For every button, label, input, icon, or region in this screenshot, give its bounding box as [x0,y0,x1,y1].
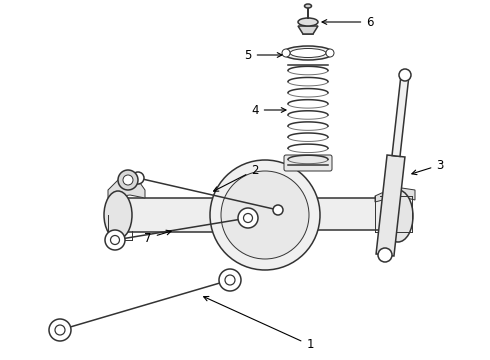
Polygon shape [108,180,145,198]
Ellipse shape [283,46,333,60]
Circle shape [221,171,309,259]
Ellipse shape [104,191,132,239]
Circle shape [219,269,241,291]
Polygon shape [375,187,415,202]
Circle shape [282,49,290,57]
Polygon shape [376,155,405,256]
Circle shape [210,160,320,270]
Circle shape [326,49,334,57]
Text: 7: 7 [144,230,171,244]
Circle shape [123,175,133,185]
Text: 6: 6 [322,15,374,28]
Text: 2: 2 [214,163,259,191]
FancyBboxPatch shape [118,198,222,232]
Circle shape [244,213,252,222]
Text: 3: 3 [412,158,443,175]
Ellipse shape [290,49,326,58]
Text: 4: 4 [251,104,286,117]
Ellipse shape [304,4,312,8]
Circle shape [399,69,411,81]
Circle shape [105,230,125,250]
Circle shape [238,208,258,228]
FancyBboxPatch shape [313,198,397,230]
Polygon shape [392,75,409,157]
FancyBboxPatch shape [284,155,332,171]
Ellipse shape [298,18,318,26]
Circle shape [118,170,138,190]
Circle shape [378,248,392,262]
Text: 5: 5 [245,49,282,62]
Text: 1: 1 [204,297,314,351]
Circle shape [225,275,235,285]
Circle shape [49,319,71,341]
Circle shape [132,172,144,184]
Ellipse shape [383,190,413,242]
Circle shape [273,205,283,215]
Circle shape [55,325,65,335]
Polygon shape [298,26,318,34]
Circle shape [111,235,120,244]
